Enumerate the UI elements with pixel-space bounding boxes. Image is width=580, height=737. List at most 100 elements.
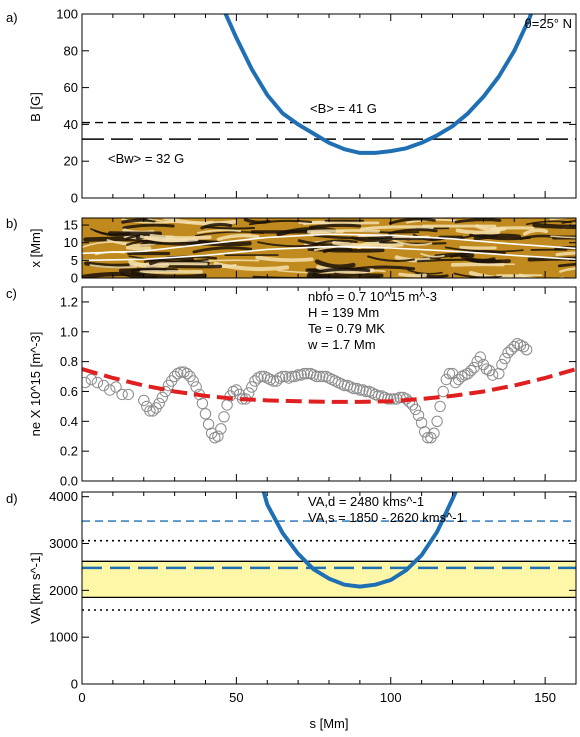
legend-density: nbfo = 0.7 10^15 m^-3 <box>308 289 437 304</box>
panel-d-label: d) <box>6 491 18 506</box>
y-tick-label: 3000 <box>49 536 78 551</box>
texture-light-stroke <box>89 264 137 269</box>
density-point <box>277 370 289 383</box>
density-point <box>97 379 110 392</box>
y-tick-label: 1.2 <box>60 294 78 309</box>
density-point <box>431 415 443 427</box>
panel-d-plot <box>82 492 576 611</box>
density-point <box>104 384 116 396</box>
panel-b-ylabel: x [Mm] <box>28 229 43 268</box>
density-point <box>270 375 283 387</box>
density-point <box>443 367 456 380</box>
density-point <box>153 397 165 410</box>
texture-light-stroke <box>255 255 314 263</box>
density-point <box>499 352 511 365</box>
x-tick-label: 150 <box>534 690 556 705</box>
density-point <box>505 344 517 356</box>
density-point <box>310 370 323 383</box>
density-point <box>267 375 280 387</box>
density-point <box>486 369 499 381</box>
texture-dark-stroke <box>314 259 356 269</box>
y-tick-label: 0.8 <box>60 354 78 369</box>
density-point <box>555 0 565 5</box>
density-point <box>465 364 477 377</box>
density-point <box>138 394 150 407</box>
density-point <box>388 393 400 405</box>
texture-light-stroke <box>392 239 433 246</box>
texture-dark-stroke <box>388 228 438 235</box>
texture-dark-stroke <box>130 267 167 272</box>
texture-light-stroke <box>147 218 214 224</box>
density-point <box>147 405 159 417</box>
density-point <box>190 381 202 393</box>
x-tick-label: 50 <box>229 690 243 705</box>
density-point <box>292 369 304 381</box>
density-point <box>110 381 122 393</box>
texture-light-stroke <box>128 259 170 269</box>
y-tick-label: 20 <box>64 154 78 169</box>
density-point <box>562 0 572 5</box>
density-point <box>419 426 431 438</box>
texture-light-stroke <box>125 245 152 251</box>
density-point <box>565 0 575 5</box>
y-tick-label: 0 <box>71 191 78 206</box>
density-point <box>85 373 98 386</box>
density-point <box>187 375 199 387</box>
y-tick-label: 15 <box>64 218 78 233</box>
density-point <box>159 385 172 398</box>
density-point <box>552 0 562 5</box>
legend-va-d: VA,d = 2480 kms^-1 <box>308 494 424 509</box>
density-point <box>199 408 212 420</box>
texture-dark-stroke <box>312 272 381 278</box>
density-point <box>215 423 227 435</box>
density-point <box>382 393 394 405</box>
density-point <box>558 0 568 5</box>
density-point <box>243 387 255 399</box>
panel-a: a) B [G] 0 20 40 60 80 100 θ=25° N <B> = 41 G… <box>6 7 577 206</box>
panel-c-label: c) <box>6 286 17 301</box>
texture-dark-stroke <box>561 219 576 224</box>
texture-light-stroke <box>139 235 189 243</box>
texture-light-stroke <box>332 241 404 248</box>
y-tick-label: 1.0 <box>60 324 78 339</box>
panel-c: c) ne X 10^15 [m^-3] 0.0 0.2 0.4 0.6 0.8 1.0 1… <box>6 0 577 489</box>
panel-d-frame <box>81 491 577 685</box>
panel-b-image <box>82 218 576 278</box>
density-point <box>520 344 533 356</box>
panel-a-annotation: θ=25° N <box>525 16 572 31</box>
texture-light-stroke <box>216 233 260 241</box>
texture-dark-stroke <box>532 222 576 229</box>
density-point <box>449 376 462 389</box>
texture-light-stroke <box>307 229 344 234</box>
y-tick-label: 40 <box>64 117 78 132</box>
texture-dark-stroke <box>307 267 371 276</box>
density-point <box>543 0 553 5</box>
legend-va-s: VA,s = 1850 - 2620 kms^-1 <box>308 510 464 525</box>
texture-dark-stroke <box>164 264 223 269</box>
loop-inner-boundary <box>82 245 576 262</box>
density-point <box>453 373 465 386</box>
hline-weighted-label: <Bw> = 32 G <box>108 151 184 166</box>
field-strength-line <box>223 14 534 155</box>
panel-a-frame <box>81 13 577 199</box>
texture-dark-stroke <box>367 255 415 263</box>
density-point <box>528 0 538 5</box>
density-point <box>181 367 193 380</box>
panel-b-label: b) <box>6 216 18 231</box>
texture-light-stroke <box>149 233 212 240</box>
density-point <box>168 370 181 383</box>
density-point <box>286 370 298 383</box>
texture-dark-stroke <box>312 239 358 246</box>
panel-c-plot <box>82 0 576 444</box>
density-point <box>212 430 224 442</box>
y-tick-label: 100 <box>56 7 78 22</box>
density-point <box>525 0 535 5</box>
density-point <box>348 382 360 395</box>
density-point <box>122 388 135 401</box>
panel-c-ticks: 0.0 0.2 0.4 0.6 0.8 1.0 1.2 <box>60 287 577 489</box>
density-point <box>531 0 541 5</box>
density-point <box>412 409 425 421</box>
texture-light-stroke <box>550 235 576 239</box>
alfven-speed-line <box>261 492 458 589</box>
density-point <box>156 391 169 404</box>
